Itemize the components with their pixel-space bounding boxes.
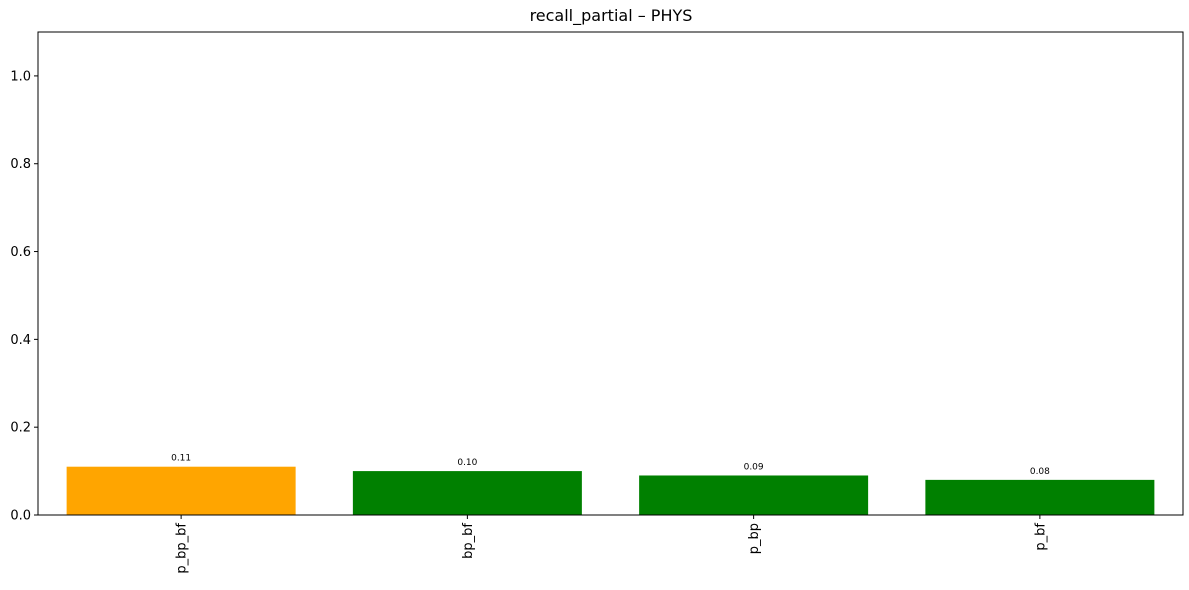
axes-frame xyxy=(37,31,1184,516)
data-label: 0.11 xyxy=(171,454,191,464)
plot-area: 0.11 0.10 0.09 0.08 0.0 0.2 0.4 0.6 0.8 1.0 p_bp_b… xyxy=(10,31,1184,574)
y-tick-label: 0.6 xyxy=(10,245,31,260)
bar xyxy=(639,475,869,515)
bar xyxy=(352,471,582,515)
x-tick-label: p_bp xyxy=(747,523,762,554)
y-tick-label: 0.0 xyxy=(10,509,31,524)
chart-title: recall_partial – PHYS xyxy=(530,6,693,26)
x-tick-label: bp_bf xyxy=(461,523,476,559)
data-label: 0.08 xyxy=(1030,467,1050,477)
x-tick-label: p_bp_bf xyxy=(175,523,190,574)
y-tick-label: 0.4 xyxy=(10,333,31,348)
data-label: 0.09 xyxy=(744,462,764,472)
bar xyxy=(66,466,296,515)
y-tick-label: 0.8 xyxy=(10,157,31,172)
y-tick-label: 1.0 xyxy=(10,69,31,84)
data-label: 0.10 xyxy=(457,458,477,468)
y-tick-label: 0.2 xyxy=(10,421,31,436)
bar xyxy=(925,479,1155,515)
x-tick-label: p_bf xyxy=(1033,523,1048,551)
